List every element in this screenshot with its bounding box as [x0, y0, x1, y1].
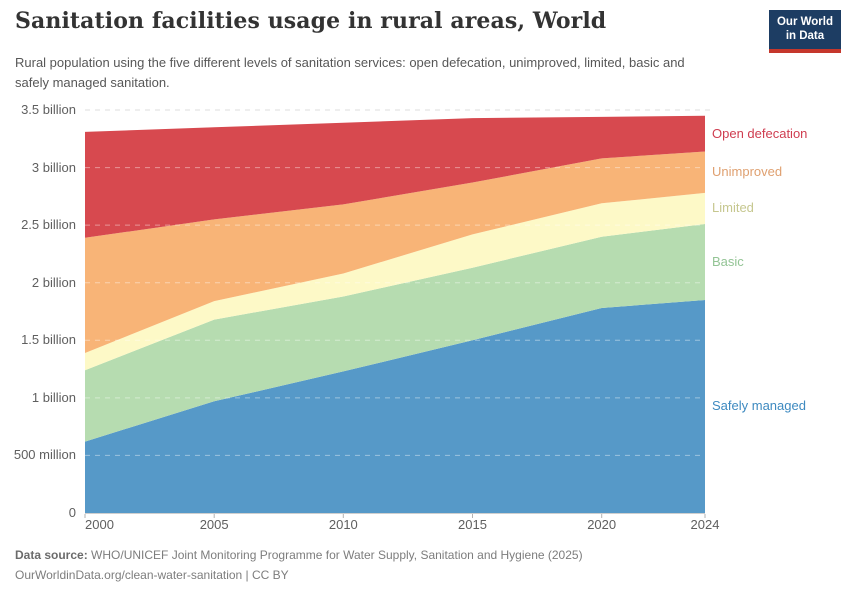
- footer-link-line[interactable]: OurWorldinData.org/clean-water-sanitatio…: [15, 568, 289, 582]
- y-tick-label-6: 3 billion: [31, 159, 76, 175]
- area-unimproved[interactable]: [85, 151, 705, 354]
- legend-limited[interactable]: Limited: [712, 200, 754, 216]
- owid-logo-line1: Our World: [776, 16, 833, 28]
- y-tick-label-1: 500 million: [13, 447, 76, 463]
- legend-open-defecation[interactable]: Open defecation: [712, 125, 808, 141]
- x-tick-label-2005: 2005: [199, 517, 229, 532]
- x-tick-label-2010: 2010: [328, 517, 358, 532]
- footer-source-line: Data source: WHO/UNICEF Joint Monitoring…: [15, 548, 583, 562]
- y-tick-label-2: 1 billion: [31, 389, 76, 405]
- owid-logo[interactable]: Our World in Data: [768, 10, 841, 53]
- legend-unimproved[interactable]: Unimproved: [712, 164, 783, 180]
- area-basic[interactable]: [85, 224, 705, 442]
- y-tick-label-5: 2.5 billion: [21, 217, 76, 233]
- data-source-text: WHO/UNICEF Joint Monitoring Programme fo…: [87, 548, 583, 562]
- y-tick-label-3: 1.5 billion: [21, 332, 76, 348]
- chart-subtitle: Rural population using the five differen…: [15, 55, 685, 90]
- x-tick-label-2000: 2000: [85, 517, 114, 532]
- legend-basic[interactable]: Basic: [712, 253, 744, 269]
- owid-logo-line2: in Data: [785, 29, 825, 42]
- area-open-defecation[interactable]: [85, 115, 705, 238]
- y-tick-label-4: 2 billion: [31, 274, 76, 290]
- legend-safely-managed[interactable]: Safely managed: [712, 398, 806, 414]
- page-title: Sanitation facilities usage in rural are…: [15, 8, 607, 34]
- y-tick-label-0: 0: [68, 505, 76, 520]
- x-tick-label-2024: 2024: [690, 517, 720, 532]
- x-tick-label-2020: 2020: [587, 517, 617, 532]
- y-tick-label-7: 3.5 billion: [21, 102, 76, 117]
- data-source-label: Data source:: [15, 548, 88, 562]
- x-tick-label-2015: 2015: [458, 517, 487, 532]
- area-limited[interactable]: [85, 192, 705, 371]
- area-safely-managed[interactable]: [85, 300, 705, 513]
